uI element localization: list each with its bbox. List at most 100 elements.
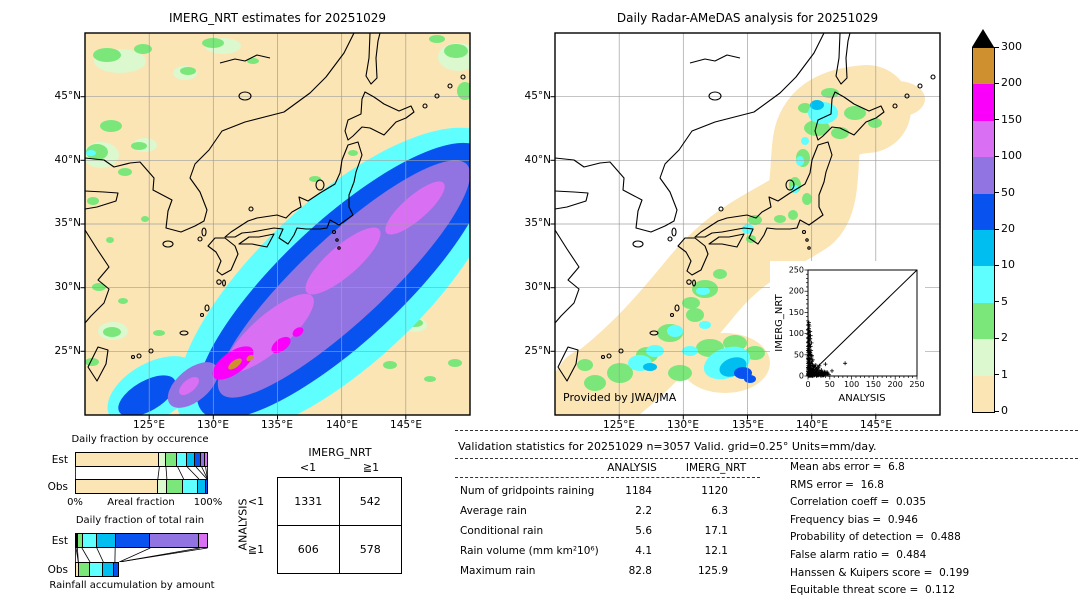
- inset-x-tick: 0: [805, 380, 810, 389]
- inset-x-tick-labels: 0 50 100 150 200 250: [805, 380, 924, 389]
- validation-imerg-value: 1120: [701, 485, 728, 497]
- stat-line-false-alarm-ratio: False alarm ratio = 0.484: [790, 549, 927, 561]
- validation-analysis-value: 1184: [625, 485, 652, 497]
- grid-lines: [85, 33, 470, 415]
- bar-connector-line: [96, 548, 104, 562]
- validation-analysis-value: 2.2: [635, 505, 652, 517]
- colorbar-tick-label: 20: [1001, 222, 1015, 235]
- colorbar-tick-label: 5: [1001, 294, 1008, 308]
- inset-y-tick: 200: [789, 287, 804, 296]
- stat-line-probability-of-detection: Probability of detection = 0.488: [790, 531, 961, 544]
- total-rain-est-bar: [75, 533, 208, 548]
- bar-segment-orchid: [204, 453, 207, 466]
- bar-segment-tan: [76, 453, 160, 466]
- inset-y-tick: 100: [789, 329, 804, 338]
- validation-row-label: Rain volume (mm km²10⁶): [460, 545, 599, 557]
- total-rain-est-label: Est: [51, 535, 68, 547]
- colorbar-segment: [973, 48, 994, 85]
- total-rain-obs-label: Obs: [47, 564, 68, 576]
- contingency-col-label-ge1: ≧1: [362, 461, 380, 474]
- inset-y-tick: 250: [789, 266, 804, 275]
- bar-segment-palegreen: [159, 453, 166, 466]
- bar-segment-palegreen: [77, 534, 79, 547]
- bar-segment-green: [165, 453, 178, 466]
- contingency-cell-false: 542: [339, 478, 401, 526]
- bar-connector-line: [201, 467, 208, 479]
- colorbar-tick: [994, 119, 999, 121]
- contingency-row-label-ge1: ≧1: [247, 543, 265, 556]
- left-xtick-140e: 140°E: [326, 419, 358, 431]
- bar-segment-blue: [114, 563, 119, 576]
- contingency-cell-miss: 606: [278, 525, 340, 573]
- bar-connector-line: [186, 467, 200, 479]
- validation-row: Conditional rain 5.6 17.1: [455, 525, 805, 539]
- right-ytick-25n: 25°N: [524, 345, 551, 357]
- bar-connector-line: [165, 467, 168, 479]
- inset-yaxis-label: IMERG_NRT: [774, 293, 785, 351]
- bar-connector-line: [177, 467, 185, 479]
- left-ytick-30n: 30°N: [54, 281, 81, 293]
- colorbar-tick-label: 50: [1001, 185, 1015, 199]
- inset-y-tick: 150: [789, 308, 804, 317]
- bar-segment-orchid: [198, 534, 207, 547]
- colorbar-tick: [994, 264, 999, 266]
- occurrence-est-label: Est: [51, 454, 68, 466]
- inset-x-tick: 250: [909, 380, 924, 389]
- inset-x-tick: 50: [825, 380, 835, 389]
- bar-segment-sky: [186, 453, 196, 466]
- bar-segment-blue: [195, 453, 201, 466]
- colorbar-tick: [994, 46, 999, 48]
- colorbar-tick-label: 0: [1001, 404, 1008, 417]
- bar-connector-line: [195, 467, 208, 479]
- validation-row: Maximum rain 82.8 125.9: [455, 565, 805, 579]
- dashed-rule-top: [455, 430, 1078, 431]
- colorbar: [972, 47, 995, 413]
- bar-segment-cyan: [183, 480, 199, 493]
- map-border: [84, 32, 471, 416]
- bar-segment-green: [166, 480, 184, 493]
- validation-row: Rain volume (mm km²10⁶) 4.1 12.1: [455, 545, 805, 559]
- right-ytick-30n: 30°N: [524, 281, 551, 293]
- total-rain-caption: Rainfall accumulation by amount: [49, 580, 215, 591]
- contingency-row-label-lt1: <1: [247, 495, 265, 508]
- colorbar-segment: [973, 302, 994, 340]
- validation-col-analysis: ANALYSIS: [607, 462, 657, 474]
- identity-line: [807, 269, 918, 377]
- dashed-rule-under-title: [455, 458, 1078, 459]
- bar-segment-cyan: [82, 534, 98, 547]
- validation-imerg-value: 6.3: [711, 505, 728, 517]
- colorbar-segment: [973, 230, 994, 267]
- colorbar-segment: [973, 339, 994, 376]
- occurrence-est-bar: [75, 452, 208, 467]
- coastlines: [555, 33, 936, 382]
- right-ytick-40n: 40°N: [524, 154, 551, 166]
- right-xtick-125e: 125°E: [603, 419, 635, 431]
- inset-xaxis-label: ANALYSIS: [838, 393, 885, 404]
- bar-segment-tan: [76, 563, 80, 576]
- bar-segment-blue: [115, 534, 151, 547]
- colorbar-tick: [994, 337, 999, 339]
- colorbar-tick: [994, 374, 999, 376]
- bar-segment-sky: [198, 480, 206, 493]
- bar-segment-cyan: [90, 563, 104, 576]
- occurrence-obs-bar: [75, 479, 208, 494]
- areal-fraction-0: 0%: [67, 497, 83, 508]
- bar-connector-line: [157, 467, 160, 479]
- stat-line-mean-abs-error: Mean abs error = 6.8: [790, 461, 905, 473]
- dashed-rule-under-headers: [455, 477, 760, 478]
- right-xtick-145e: 145°E: [860, 419, 892, 431]
- bar-connector-line: [119, 548, 151, 562]
- contingency-cell-hits-rain: 578: [359, 542, 381, 556]
- inset-x-tick: 200: [888, 380, 903, 389]
- bar-segment-green: [79, 563, 91, 576]
- areal-fraction-100: 100%: [193, 497, 223, 508]
- left-xtick-135e: 135°E: [261, 419, 293, 431]
- credit-text: Provided by JWA/JMA: [563, 391, 677, 404]
- left-ytick-25n: 25°N: [54, 345, 81, 357]
- contingency-cell-hits-dry: 1331: [278, 478, 340, 526]
- colorbar-tick: [994, 228, 999, 230]
- bar-segment-cyan: [177, 453, 187, 466]
- bar-segment-blue: [205, 480, 207, 493]
- stat-line-equitable-threat-score: Equitable threat score = 0.112: [790, 584, 956, 597]
